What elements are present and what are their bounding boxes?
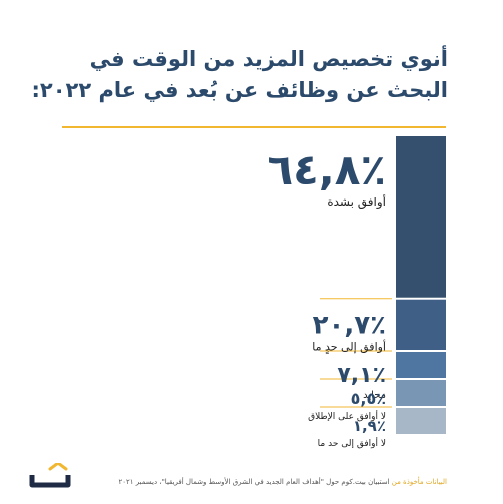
value-label: ٪٦٤,٨ xyxy=(268,145,387,194)
source-text: استبيان بيت.كوم حول "أهداف العام الجديد … xyxy=(118,478,392,486)
category-label: أوافق إلى حدٍ ما xyxy=(312,340,386,355)
bayt-logo xyxy=(29,463,71,488)
bar-segment-2 xyxy=(396,299,446,350)
title-divider xyxy=(62,126,446,128)
category-label: أوافق بشدة xyxy=(327,194,386,210)
value-label: ٪٢٠,٧ xyxy=(313,311,386,341)
value-label: ٪٧,١ xyxy=(337,363,386,388)
source-footnote: البيانات مأخوذة من استبيان بيت.كوم حول "… xyxy=(47,477,448,487)
value-label: ٪٥,٥ xyxy=(351,389,386,408)
value-label: ٪١,٩ xyxy=(353,417,386,435)
source-prefix: البيانات مأخوذة من xyxy=(391,478,447,486)
bar-segment-4 xyxy=(396,380,446,406)
bar-segment-5 xyxy=(396,408,446,434)
category-label: لا أوافق على الإطلاق xyxy=(308,410,386,422)
bar-segment-1 xyxy=(396,136,446,298)
chart-title: أنوي تخصيص المزيد من الوقت في البحث عن و… xyxy=(31,47,448,102)
bar-segment-3 xyxy=(396,352,446,378)
category-label: لا أوافق إلى حد ما xyxy=(318,437,386,449)
category-label: محايد xyxy=(363,390,386,401)
